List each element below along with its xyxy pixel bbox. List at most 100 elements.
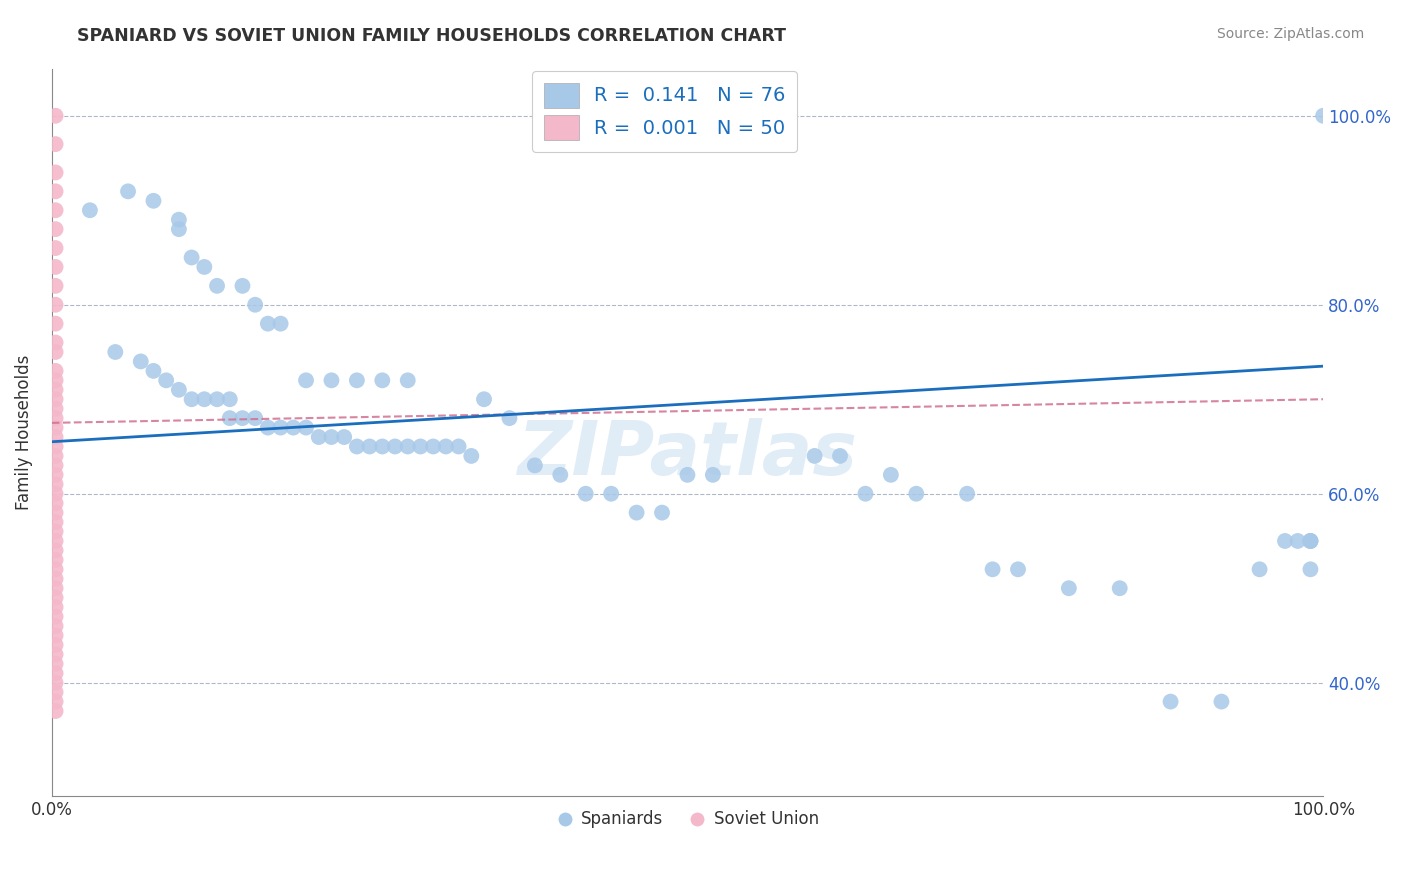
Point — [1057, 581, 1080, 595]
Point — [231, 278, 253, 293]
Point — [409, 440, 432, 454]
Point — [270, 317, 292, 331]
Point — [142, 364, 165, 378]
Point — [45, 449, 67, 463]
Point — [676, 467, 699, 482]
Point — [45, 581, 67, 595]
Point — [359, 440, 381, 454]
Point — [575, 487, 598, 501]
Point — [45, 695, 67, 709]
Point — [1108, 581, 1130, 595]
Point — [45, 137, 67, 152]
Point — [45, 401, 67, 416]
Point — [295, 373, 318, 387]
Point — [1299, 562, 1322, 576]
Point — [104, 345, 127, 359]
Point — [396, 373, 419, 387]
Point — [257, 420, 280, 434]
Point — [346, 373, 368, 387]
Point — [45, 666, 67, 681]
Point — [45, 467, 67, 482]
Point — [550, 467, 572, 482]
Point — [142, 194, 165, 208]
Point — [956, 487, 979, 501]
Point — [45, 440, 67, 454]
Point — [180, 251, 202, 265]
Point — [45, 562, 67, 576]
Point — [1160, 695, 1182, 709]
Point — [218, 392, 240, 407]
Point — [45, 241, 67, 255]
Point — [880, 467, 903, 482]
Point — [295, 420, 318, 434]
Point — [45, 487, 67, 501]
Point — [803, 449, 825, 463]
Point — [45, 345, 67, 359]
Point — [45, 458, 67, 473]
Point — [1299, 533, 1322, 548]
Point — [45, 430, 67, 444]
Point — [45, 317, 67, 331]
Point — [905, 487, 928, 501]
Point — [45, 609, 67, 624]
Point — [257, 317, 280, 331]
Point — [1299, 533, 1322, 548]
Point — [180, 392, 202, 407]
Text: ZIPatlas: ZIPatlas — [517, 417, 858, 491]
Point — [321, 430, 343, 444]
Point — [45, 543, 67, 558]
Point — [1007, 562, 1029, 576]
Point — [45, 648, 67, 662]
Text: SPANIARD VS SOVIET UNION FAMILY HOUSEHOLDS CORRELATION CHART: SPANIARD VS SOVIET UNION FAMILY HOUSEHOL… — [77, 27, 786, 45]
Point — [702, 467, 724, 482]
Point — [45, 638, 67, 652]
Point — [45, 278, 67, 293]
Point — [45, 553, 67, 567]
Point — [45, 373, 67, 387]
Point — [155, 373, 177, 387]
Point — [45, 675, 67, 690]
Point — [45, 298, 67, 312]
Point — [981, 562, 1004, 576]
Point — [45, 420, 67, 434]
Point — [117, 185, 139, 199]
Point — [1286, 533, 1309, 548]
Point — [45, 619, 67, 633]
Point — [45, 572, 67, 586]
Point — [45, 392, 67, 407]
Point — [651, 506, 673, 520]
Point — [523, 458, 546, 473]
Point — [270, 420, 292, 434]
Point — [167, 222, 190, 236]
Point — [45, 591, 67, 605]
Point — [45, 704, 67, 718]
Point — [434, 440, 457, 454]
Point — [79, 203, 101, 218]
Point — [447, 440, 470, 454]
Point — [45, 496, 67, 510]
Point — [45, 524, 67, 539]
Point — [45, 685, 67, 699]
Point — [45, 109, 67, 123]
Point — [45, 335, 67, 350]
Point — [45, 533, 67, 548]
Point — [45, 165, 67, 179]
Point — [308, 430, 330, 444]
Point — [45, 222, 67, 236]
Point — [1312, 109, 1334, 123]
Point — [167, 383, 190, 397]
Point — [45, 260, 67, 274]
Legend: Spaniards, Soviet Union: Spaniards, Soviet Union — [550, 804, 825, 835]
Point — [205, 278, 228, 293]
Point — [45, 203, 67, 218]
Point — [333, 430, 356, 444]
Point — [218, 411, 240, 425]
Point — [1274, 533, 1296, 548]
Point — [460, 449, 482, 463]
Point — [167, 212, 190, 227]
Point — [396, 440, 419, 454]
Point — [855, 487, 877, 501]
Point — [321, 373, 343, 387]
Point — [193, 392, 215, 407]
Point — [1211, 695, 1233, 709]
